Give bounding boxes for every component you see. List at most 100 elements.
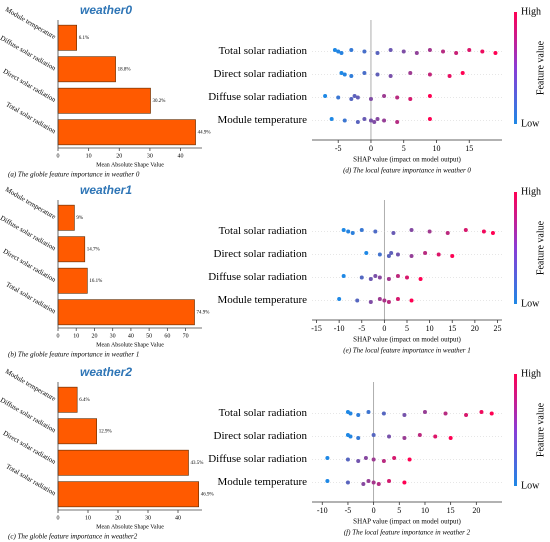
x-tick-label: 5 bbox=[402, 144, 406, 153]
y-tick-label: Direct solar radiation bbox=[2, 429, 58, 466]
dot bbox=[481, 229, 486, 234]
value-label: 6.1% bbox=[79, 36, 89, 41]
dot bbox=[389, 251, 394, 255]
x-tick-label: -5 bbox=[345, 506, 352, 515]
colorbar-label: Feature value bbox=[535, 220, 546, 275]
dot bbox=[409, 254, 414, 258]
x-tick-label: 25 bbox=[493, 324, 501, 333]
y-tick-label: Module temperature bbox=[218, 294, 308, 306]
x-axis-label: Mean Absolute Shape Value bbox=[96, 342, 164, 348]
dot bbox=[445, 231, 450, 235]
value-label: 16.1% bbox=[89, 279, 102, 284]
dot bbox=[489, 411, 494, 416]
y-tick-label: Total solar radiation bbox=[219, 407, 308, 419]
dot bbox=[408, 97, 413, 101]
y-tick-label: Total solar radiation bbox=[219, 225, 308, 237]
value-label: 18.8% bbox=[118, 67, 131, 72]
y-tick-label: Direct solar radiation bbox=[214, 248, 308, 260]
value-label: 46.9% bbox=[201, 492, 214, 497]
x-axis-label: Mean Absolute Shape Value bbox=[96, 162, 164, 168]
y-tick-label: Direct solar radiation bbox=[214, 430, 308, 442]
dot bbox=[366, 479, 371, 483]
x-axis-label: SHAP value (impact on model output) bbox=[353, 336, 461, 344]
x-tick-label: 0 bbox=[57, 515, 60, 521]
dot bbox=[381, 459, 386, 463]
value-label: 44.9% bbox=[198, 130, 211, 135]
dot bbox=[381, 411, 386, 416]
x-tick-label: 0 bbox=[57, 153, 60, 159]
x-tick-label: 20 bbox=[91, 333, 97, 339]
dot bbox=[375, 51, 380, 55]
dot bbox=[409, 228, 414, 232]
dot bbox=[450, 254, 455, 258]
value-label: 43.5% bbox=[191, 461, 204, 466]
x-tick-label: 50 bbox=[146, 333, 152, 339]
value-label: 9% bbox=[76, 216, 83, 221]
colorbar-low: Low bbox=[521, 118, 540, 129]
dot bbox=[346, 229, 351, 234]
caption: (d) The local feature importance in weat… bbox=[343, 167, 471, 175]
dot bbox=[352, 94, 357, 98]
bar bbox=[57, 299, 195, 326]
dot bbox=[375, 117, 380, 121]
dot bbox=[359, 275, 364, 280]
dot bbox=[375, 72, 380, 77]
dot bbox=[323, 94, 328, 98]
dot bbox=[368, 300, 373, 304]
bar bbox=[57, 386, 78, 413]
x-tick-label: -10 bbox=[317, 506, 328, 515]
dot bbox=[388, 48, 393, 52]
caption: (f) The local feature importance in weat… bbox=[344, 529, 471, 537]
dot bbox=[448, 436, 453, 440]
dot bbox=[350, 231, 355, 235]
caption: (b) The globle feature importance in wea… bbox=[8, 351, 139, 359]
dot bbox=[359, 228, 364, 232]
x-tick-label: 10 bbox=[421, 506, 429, 515]
x-tick-label: 20 bbox=[115, 515, 121, 521]
dot bbox=[356, 459, 361, 463]
value-label: 12.9% bbox=[99, 429, 112, 434]
dot bbox=[373, 274, 378, 278]
dot bbox=[417, 433, 422, 437]
y-tick-label: Direct solar radiation bbox=[2, 67, 58, 104]
dot bbox=[401, 49, 406, 54]
dot bbox=[382, 118, 387, 123]
dot bbox=[433, 434, 438, 439]
x-axis-label: Mean Absolute Shape Value bbox=[96, 524, 164, 530]
x-tick-label: 20 bbox=[471, 324, 479, 333]
dot bbox=[418, 277, 423, 281]
dot bbox=[368, 118, 373, 123]
chart-title: weather0 bbox=[80, 3, 132, 17]
dot bbox=[395, 95, 400, 100]
dot bbox=[371, 433, 376, 437]
caption: (a) The globle feature importance in wea… bbox=[8, 171, 140, 179]
dot bbox=[490, 231, 495, 235]
x-tick-label: 10 bbox=[426, 324, 434, 333]
y-tick-label: Module temperature bbox=[4, 367, 57, 402]
dot bbox=[336, 95, 341, 100]
x-tick-label: -5 bbox=[335, 144, 342, 153]
x-tick-label: 20 bbox=[472, 506, 480, 515]
colorbar bbox=[514, 374, 517, 486]
dot bbox=[427, 94, 432, 98]
dot bbox=[414, 51, 419, 55]
dot bbox=[341, 228, 346, 232]
x-tick-label: 0 bbox=[372, 506, 376, 515]
dot bbox=[386, 277, 391, 281]
dot bbox=[341, 274, 346, 278]
dot bbox=[395, 252, 400, 257]
dot bbox=[362, 49, 367, 54]
dot bbox=[493, 51, 498, 55]
dot bbox=[361, 482, 366, 486]
colorbar-low: Low bbox=[521, 298, 540, 309]
x-tick-label: 0 bbox=[382, 324, 386, 333]
dot bbox=[395, 120, 400, 124]
dot bbox=[402, 413, 407, 417]
dot bbox=[405, 275, 409, 280]
dot bbox=[362, 117, 367, 121]
y-tick-label: Total solar radiation bbox=[4, 280, 57, 315]
dot bbox=[443, 411, 448, 416]
dot bbox=[441, 49, 446, 54]
dot bbox=[454, 51, 459, 55]
dot bbox=[371, 480, 376, 485]
